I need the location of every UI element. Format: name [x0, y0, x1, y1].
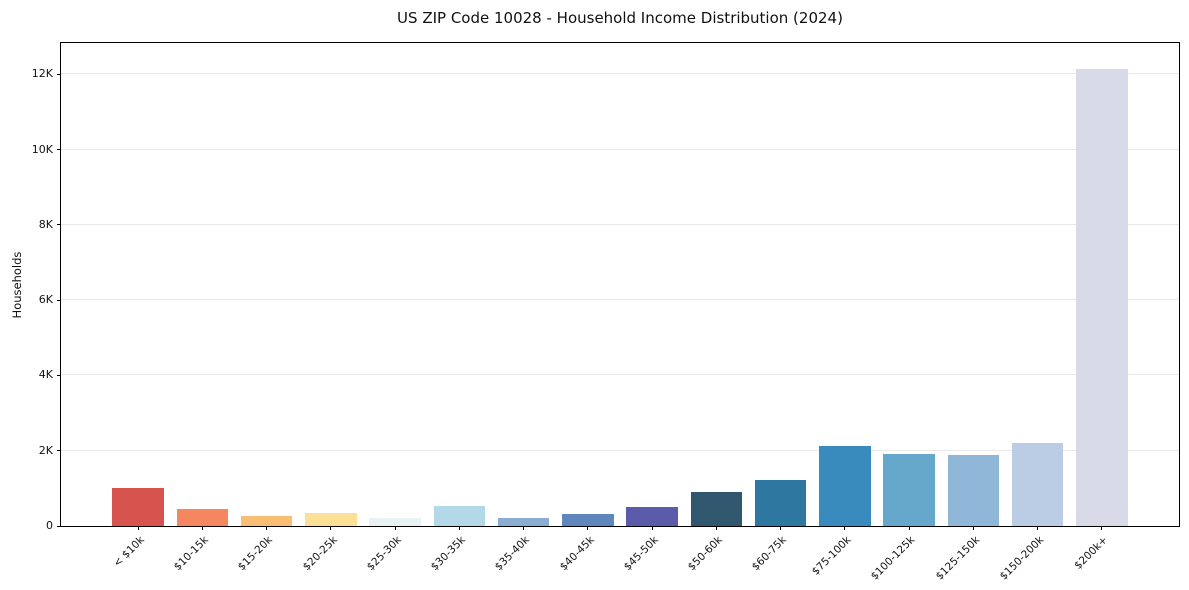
bar [883, 454, 935, 526]
bar-slot: $15-20k [235, 43, 299, 573]
bar-slot: $10-15k [170, 43, 234, 573]
x-tick-label: $75-100k [809, 534, 854, 578]
bar-slot: $200k+ [1070, 43, 1134, 572]
x-tick-label: $50-60k [685, 534, 725, 574]
bar-slot: < $10k [106, 43, 170, 570]
y-tick-label: 10K [31, 142, 53, 156]
y-tick-label: 2K [38, 443, 53, 457]
y-tick-mark [57, 374, 61, 376]
bar-slot: $35-40k [492, 43, 556, 573]
y-tick-mark [57, 224, 61, 226]
x-tick-label: $20-25k [300, 534, 340, 574]
bar [240, 515, 293, 526]
y-tick-mark [57, 299, 61, 301]
y-tick-mark [57, 149, 61, 151]
y-tick-mark [57, 73, 61, 75]
x-tick-label: $200k+ [1072, 534, 1111, 572]
y-tick-mark [57, 525, 61, 527]
bar-slot: $60-75k [749, 43, 813, 573]
x-tick-label: $15-20k [236, 534, 276, 574]
gridline [61, 299, 1179, 301]
bar-slot: $125-150k [933, 43, 1005, 583]
gridline [61, 374, 1179, 376]
y-axis-label: Households [10, 251, 24, 319]
plot-area: 0 2K 4K 6K 8K 10K 12K < $10k $10-15k $15-20k $20-… [32, 42, 1180, 583]
bar [305, 512, 357, 526]
y-tick-label: 8K [38, 217, 53, 231]
bar-slot: $20-25k [299, 43, 363, 573]
bar-slot: $100-125k [869, 43, 941, 583]
bar [947, 455, 1000, 526]
bar-slot: $150-200k [998, 43, 1070, 583]
bar [1076, 68, 1128, 526]
bar-slot: $40-45k [556, 43, 620, 573]
gridline [61, 73, 1179, 75]
bar-slot: $25-30k [363, 43, 427, 573]
bar [562, 513, 614, 526]
y-tick-label: 12K [31, 67, 53, 81]
x-tick-label: $40-45k [557, 534, 597, 574]
gridline [61, 223, 1179, 225]
bar [497, 517, 550, 526]
x-tick-label: $100-125k [869, 534, 918, 583]
x-tick-label: $125-150k [933, 534, 982, 583]
y-tick-mark [57, 450, 61, 452]
bar [819, 446, 871, 526]
bar [112, 488, 164, 526]
bar-slot: $45-50k [620, 43, 684, 573]
bar-slot: $75-100k [810, 43, 877, 578]
bar [369, 518, 421, 526]
x-tick-label: $60-75k [750, 534, 790, 574]
bar [176, 509, 229, 526]
chart-title: US ZIP Code 10028 - Household Income Dis… [397, 9, 843, 27]
bar [690, 491, 743, 526]
bar [1011, 443, 1064, 526]
x-tick-label: $10-15k [171, 534, 211, 574]
x-tick-label: < $10k [111, 534, 147, 570]
x-tick-label: $150-200k [997, 534, 1047, 583]
x-tick-label: $25-30k [364, 534, 404, 574]
bar-slot: $50-60k [684, 43, 748, 573]
x-tick-label: $30-35k [428, 534, 468, 574]
bars-container: < $10k $10-15k $15-20k $20-25k $25-30k $30-35… [61, 43, 1179, 583]
x-tick-label: $35-40k [493, 534, 533, 574]
gridline [61, 148, 1179, 150]
bar-slot: $30-35k [427, 43, 491, 573]
bar [754, 480, 807, 526]
bar [626, 507, 678, 526]
y-tick-label: 0 [46, 519, 53, 532]
y-tick-label: 4K [38, 368, 53, 382]
y-tick-label: 6K [38, 293, 53, 307]
x-tick-label: $45-50k [621, 534, 661, 574]
gridline [61, 449, 1179, 451]
bar [433, 505, 486, 526]
